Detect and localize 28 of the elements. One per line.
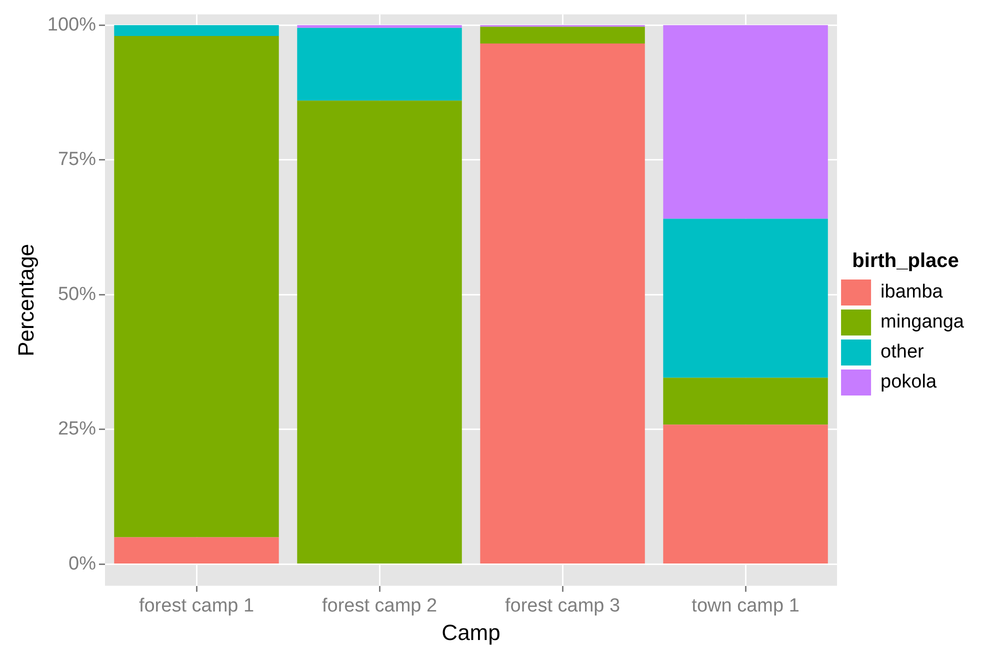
y-axis-title: Percentage bbox=[13, 244, 38, 356]
legend-label: minganga bbox=[880, 312, 964, 333]
x-tick-label: forest camp 2 bbox=[322, 595, 438, 616]
bar bbox=[297, 25, 462, 28]
bar bbox=[480, 26, 645, 44]
bar bbox=[663, 378, 828, 425]
x-tick-label: town camp 1 bbox=[692, 595, 800, 616]
y-tick-label: 50% bbox=[58, 284, 96, 305]
legend-label: other bbox=[880, 342, 925, 363]
bar bbox=[297, 100, 462, 564]
y-tick-label: 25% bbox=[58, 418, 96, 440]
bar bbox=[114, 25, 279, 36]
bar bbox=[297, 28, 462, 101]
legend-label: ibamba bbox=[880, 282, 944, 303]
x-axis-title: Camp bbox=[442, 620, 500, 645]
bar bbox=[663, 218, 828, 378]
x-tick-label: forest camp 1 bbox=[138, 595, 254, 616]
x-tick-label: forest camp 3 bbox=[504, 595, 620, 616]
y-tick-label: 0% bbox=[68, 553, 96, 574]
bar bbox=[480, 44, 645, 564]
y-tick-label: 100% bbox=[47, 14, 96, 36]
bar bbox=[663, 25, 828, 219]
bar bbox=[663, 424, 828, 564]
bar bbox=[114, 36, 279, 538]
y-tick-label: 75% bbox=[58, 149, 96, 170]
bar bbox=[114, 537, 279, 564]
legend-title: birth_place bbox=[852, 250, 959, 272]
legend-label: pokola bbox=[880, 372, 937, 393]
